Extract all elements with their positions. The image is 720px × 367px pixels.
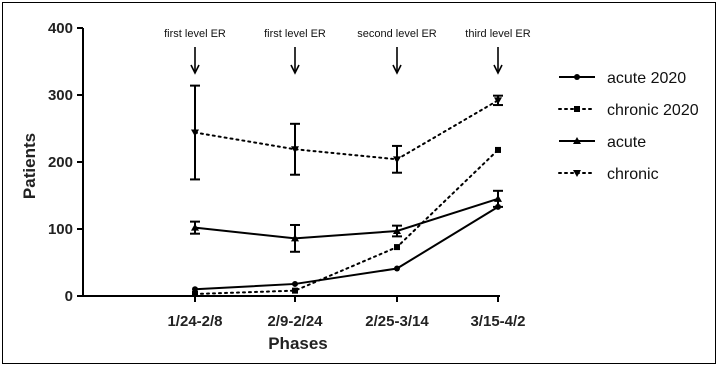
legend-item: chronic 2020 [558,102,699,119]
y-tick-label: 0 [65,288,73,305]
data-point [191,129,199,137]
series-line [194,197,499,240]
annotation-arrow-head [392,64,402,75]
data-point [192,286,198,293]
series-line [194,206,499,291]
y-tick-label: 300 [48,87,73,104]
data-point [292,287,298,294]
series-acute [190,189,503,253]
legend-label: chronic 2020 [607,102,699,119]
y-tick-label: 400 [48,20,73,37]
data-point [291,234,299,242]
data-point [494,194,502,202]
x-tick-label: 2/9-2/24 [267,313,323,330]
data-point [394,265,400,272]
legend-marker [573,137,581,144]
x-axis-title: Phases [268,334,328,353]
annotation-arrow-head [493,64,503,75]
legend-item: acute [559,134,646,151]
series-acute-2020 [192,203,501,293]
line-chart: 0 100 200 300 400 1/24-2/8 2/9-2/24 2/25-3/14 3… [20,20,699,353]
series-line [194,99,499,161]
legend-label: acute 2020 [607,70,686,87]
legend-marker [574,106,580,112]
phase-annotation: first level ER [164,28,226,40]
legend-marker [573,170,581,177]
legend-label: acute [607,134,646,151]
data-point [393,227,401,235]
data-point [191,223,199,231]
x-tick-label: 1/24-2/8 [167,313,222,330]
y-axis-title: Patients [20,133,39,199]
data-point [192,290,198,297]
phase-annotation: third level ER [465,28,530,40]
annotation-arrow-head [290,64,300,75]
data-point [394,244,400,251]
legend-label: chronic [607,166,659,183]
data-point [393,156,401,164]
axes [82,28,500,297]
phase-annotation: second level ER [357,28,437,40]
annotation-arrow-head [190,64,200,75]
data-point [292,280,298,287]
series-chronic-2020 [192,146,501,297]
y-tick-label: 100 [48,221,73,238]
x-tick-label: 3/15-4/2 [470,313,525,330]
legend-marker [574,74,580,80]
data-point [494,97,502,105]
series-chronic [190,84,503,181]
chart-frame: 0 100 200 300 400 1/24-2/8 2/9-2/24 2/25-3/14 3… [2,2,716,364]
legend-item: chronic [558,166,659,183]
x-tick-label: 2/25-3/14 [365,313,429,330]
data-point [291,146,299,154]
series-line [194,148,499,295]
y-tick-label: 200 [48,154,73,171]
legend-item: acute 2020 [559,70,686,87]
data-point [495,146,501,153]
phase-annotation: first level ER [264,28,326,40]
